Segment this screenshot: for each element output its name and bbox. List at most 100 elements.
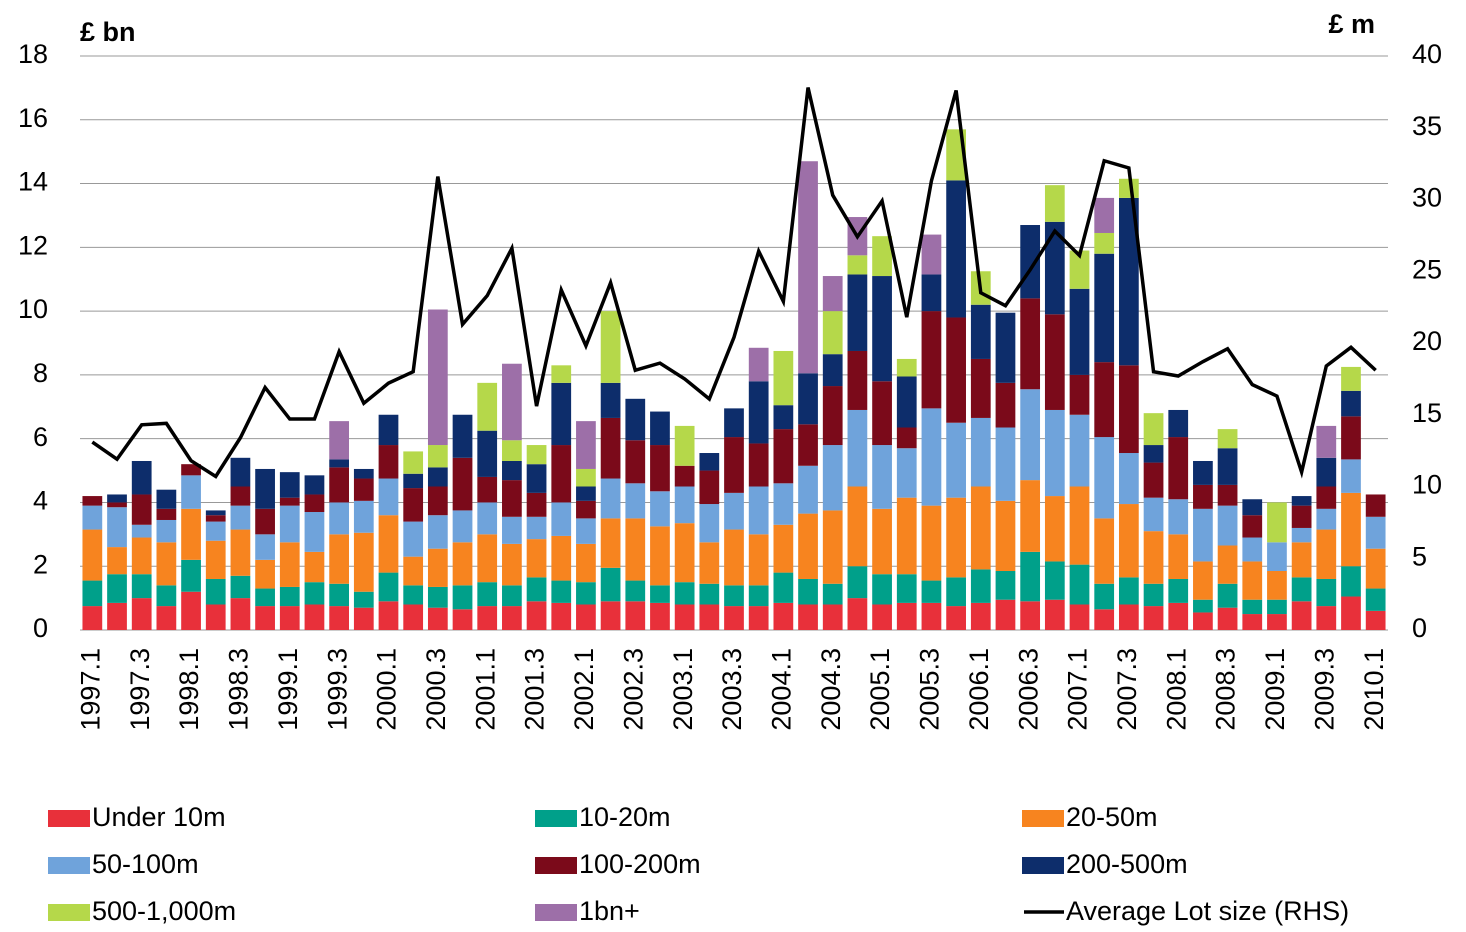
bar-segment (156, 489, 177, 509)
bar-segment (896, 497, 917, 575)
bar-segment (403, 604, 424, 630)
bar-segment (1094, 437, 1115, 519)
x-tick-label: 2004.1 (766, 648, 796, 731)
bar-segment (1020, 298, 1041, 390)
bar-segment (526, 601, 547, 630)
bar-segment (329, 606, 350, 630)
bar-segment (946, 606, 966, 630)
bar-segment (1118, 604, 1139, 630)
bar-segment (181, 559, 201, 592)
y-tick-label: 10 (18, 294, 48, 324)
legend-item: 200-500m (1022, 849, 1188, 879)
bar-segment (1291, 496, 1312, 506)
legend-swatch (48, 904, 90, 921)
bar-segment (748, 443, 769, 487)
bar-segment (353, 532, 374, 592)
bar-segment (699, 453, 720, 471)
legend-swatch (535, 810, 577, 827)
bar-segment (650, 411, 670, 446)
bar-segment (748, 381, 769, 444)
x-tick-label: 2009.3 (1309, 648, 1339, 731)
legend-item: 20-50m (1022, 802, 1158, 832)
bar-segment (773, 350, 794, 406)
bar-segment (1044, 409, 1065, 497)
bar-segment (1316, 606, 1337, 630)
legend-item: 50-100m (48, 849, 199, 879)
bar-segment (427, 445, 448, 468)
bar-segment (1069, 414, 1090, 487)
bar-segment (822, 583, 843, 605)
bar-segment (403, 451, 424, 474)
bar-segment (82, 496, 103, 506)
x-tick-label: 2003.1 (668, 648, 698, 731)
bar-segment (403, 521, 424, 557)
legend-item: Under 10m (48, 802, 226, 832)
bar-segment (1094, 253, 1115, 363)
bar-segment (1020, 551, 1041, 602)
bar-segment (526, 492, 547, 517)
bar-segment (600, 518, 621, 568)
bar-segment (526, 516, 547, 540)
bar-segment (1341, 566, 1361, 597)
legend-swatch (535, 904, 577, 921)
bar-segment (304, 494, 325, 513)
bar-segment (674, 582, 695, 605)
bar-segment (1118, 365, 1139, 454)
bar-segment (107, 602, 127, 630)
bar-segment (329, 421, 350, 460)
bar-segment (205, 540, 226, 579)
bar-segment (1044, 314, 1065, 410)
bar-segment (181, 475, 201, 509)
bar-segment (798, 465, 818, 514)
bar-segment (921, 311, 942, 409)
bar-segment (1365, 548, 1386, 589)
bar-segment (1143, 445, 1164, 463)
x-tick-label: 2004.3 (816, 648, 846, 731)
bar-segment (156, 585, 177, 607)
bar-segment (970, 417, 991, 487)
bar-segment (1143, 606, 1164, 630)
bar-segment (1341, 366, 1361, 391)
bar-segment (650, 602, 670, 630)
bar-segment (970, 486, 991, 570)
line-series (91, 87, 1377, 479)
bar-segment (1242, 599, 1263, 615)
bar-segment (674, 604, 695, 630)
bar-segment (1193, 612, 1213, 630)
bar-segment (921, 602, 942, 630)
bar-segment (1316, 457, 1337, 487)
bar-segment (1168, 437, 1189, 500)
y-axis-label: £ bn (80, 17, 136, 47)
bar-segment (748, 534, 769, 586)
bar-segment (699, 504, 720, 543)
bar-segment (798, 161, 818, 374)
bar-segment (107, 547, 127, 575)
y2-tick-label: 30 (1412, 183, 1442, 213)
bar-segment (156, 606, 177, 630)
bar-segment (1044, 599, 1065, 630)
bar-segment (1143, 497, 1164, 532)
bar-segment (724, 606, 744, 630)
bar-segment (477, 476, 498, 503)
bar-segment (107, 507, 127, 548)
legend-label: 100-200m (579, 849, 701, 879)
bar-segment (329, 534, 350, 584)
bar-segment (724, 492, 744, 530)
bar-segment (798, 604, 818, 630)
bar-segment (1094, 583, 1115, 610)
bar-segment (872, 236, 892, 277)
bar-segment (1242, 537, 1263, 562)
bar-segment (279, 606, 300, 630)
bar-segment (205, 604, 226, 630)
bar-segment (576, 518, 596, 544)
bar-segment (724, 437, 744, 493)
bar-segment (452, 585, 473, 610)
bar-segment (822, 311, 843, 355)
bar-segment (1267, 599, 1287, 615)
y2-tick-label: 20 (1412, 326, 1442, 356)
bar-segment (1365, 588, 1386, 611)
bar-segment (822, 510, 843, 584)
bar-segment (502, 460, 522, 481)
bar-segment (724, 529, 744, 586)
bar-segment (131, 537, 152, 575)
